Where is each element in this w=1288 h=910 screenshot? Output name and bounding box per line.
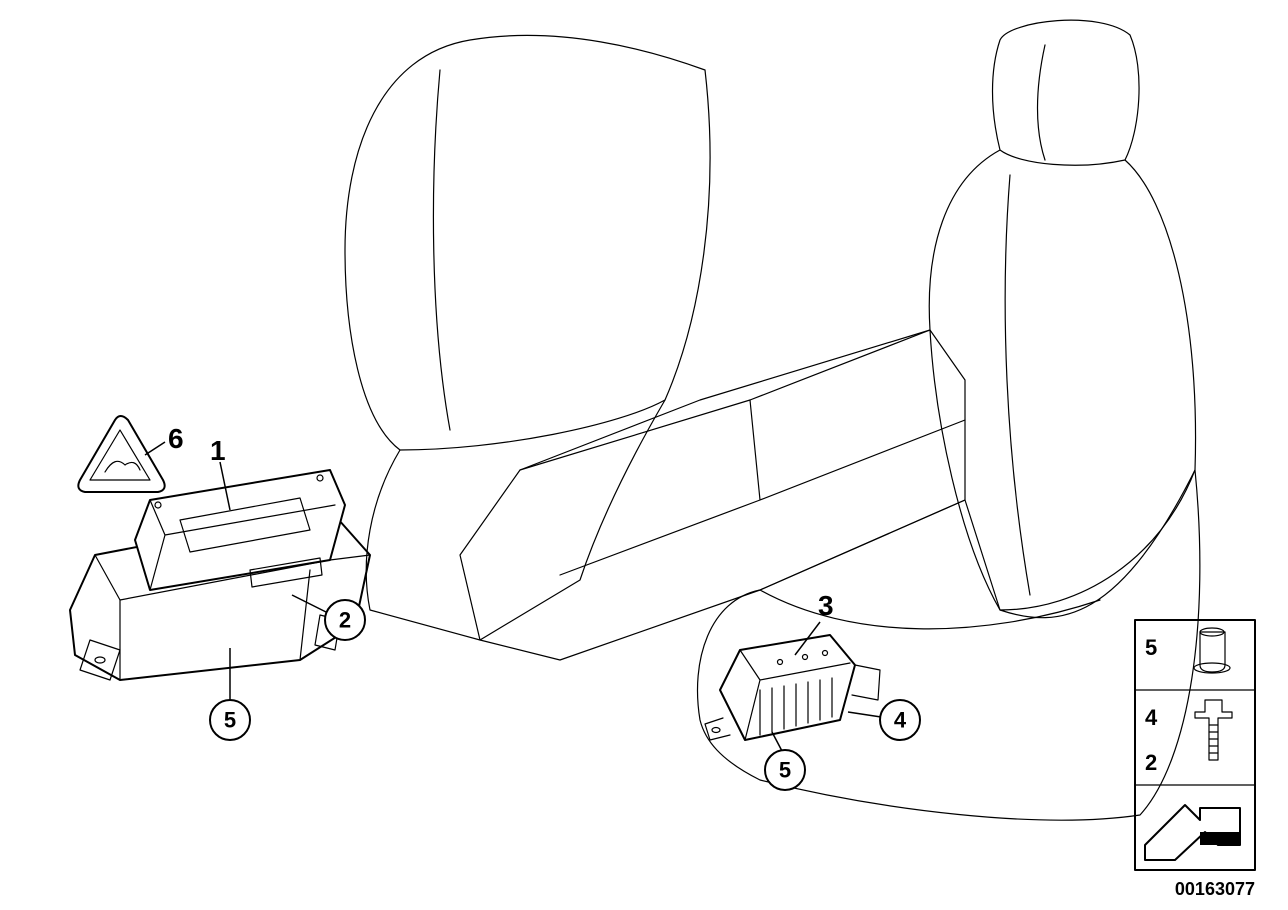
center-console bbox=[460, 330, 965, 660]
part-1-control-unit bbox=[70, 470, 370, 680]
part-3-sensor bbox=[705, 635, 880, 740]
callout-5a-label: 5 bbox=[224, 708, 236, 733]
callout-6-label: 6 bbox=[168, 423, 184, 454]
callout-3-label: 3 bbox=[818, 590, 834, 621]
seat-left bbox=[345, 35, 710, 640]
part-6-warning-label bbox=[78, 416, 164, 492]
legend-row-0-label: 5 bbox=[1145, 635, 1157, 660]
legend-row-2-label: 2 bbox=[1145, 750, 1157, 775]
diagram-id: 00163077 bbox=[1175, 879, 1255, 899]
legend-row-1-label: 4 bbox=[1145, 705, 1158, 730]
arrow-icon bbox=[1145, 805, 1240, 860]
callout-2-label: 2 bbox=[339, 608, 351, 633]
callout-1-label: 1 bbox=[210, 435, 226, 466]
nut-icon bbox=[1194, 628, 1230, 673]
bolt-icon bbox=[1195, 700, 1232, 760]
callouts: 1 2 5 6 3 4 5 bbox=[145, 423, 920, 790]
callout-5b-label: 5 bbox=[779, 758, 791, 783]
callout-4-label: 4 bbox=[894, 708, 907, 733]
parts-diagram: 1 2 5 6 3 4 5 5 4 bbox=[0, 0, 1288, 910]
